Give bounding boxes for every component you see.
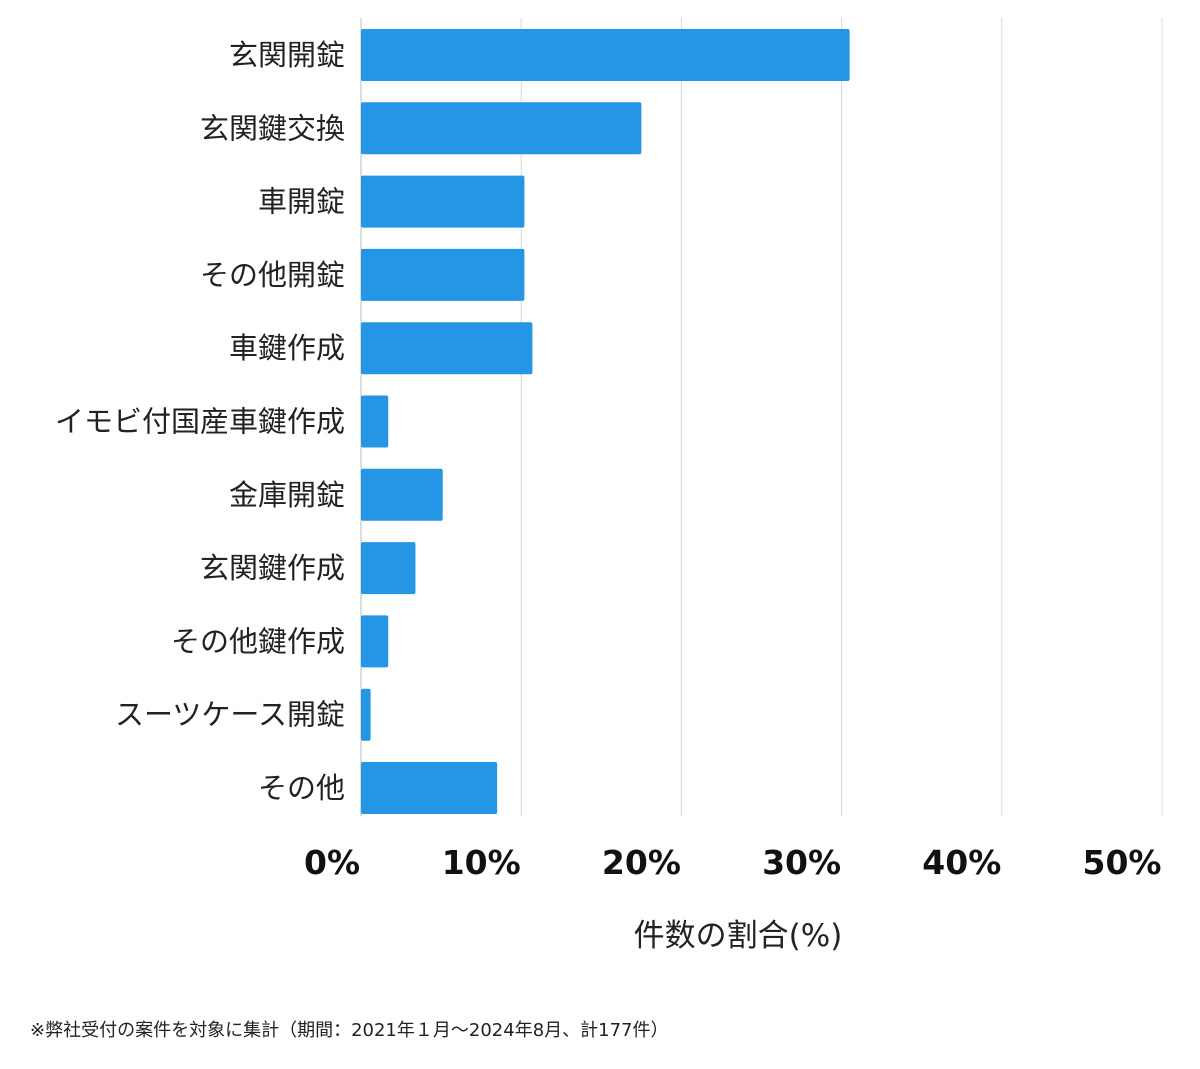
x-tick-label: 30% [762,843,841,882]
category-label: イモビ付国産車鍵作成 [55,405,345,439]
x-tick-label: 10% [442,843,521,882]
category-label: その他開錠 [200,258,345,292]
x-tick-label: 0% [304,843,360,882]
category-label: 玄関鍵交換 [200,111,345,145]
bar [361,542,416,595]
bar [361,688,371,741]
category-label: 車開錠 [258,185,345,219]
category-label: その他鍵作成 [171,624,345,658]
bar [361,248,525,301]
category-label: その他 [258,771,345,805]
category-label: 車鍵作成 [229,331,345,365]
x-axis-label: 件数の割合(%) [634,918,843,954]
bar [361,175,525,228]
bar [361,762,498,814]
bar [361,395,389,448]
category-label: 玄関開錠 [229,38,345,72]
bar [361,102,642,155]
category-label: 金庫開錠 [229,478,345,512]
x-tick-label: 20% [602,843,681,882]
category-label: 玄関鍵作成 [200,551,345,585]
bar [361,322,533,375]
x-tick-label: 50% [1083,843,1162,882]
bar [361,29,850,81]
bar-chart: 0% 10% 20% 30% 40% 50% 玄関開錠玄関鍵交換車開錠その他開錠車鍵作成イモ… [55,18,1163,954]
category-label: スーツケース開錠 [115,698,345,732]
bar [361,615,389,668]
bar [361,468,443,521]
x-tick-label: 40% [922,843,1001,882]
footnote: ※弊社受付の案件を対象に集計（期間：2021年１月〜2024年8月、計177件） [30,1020,669,1041]
